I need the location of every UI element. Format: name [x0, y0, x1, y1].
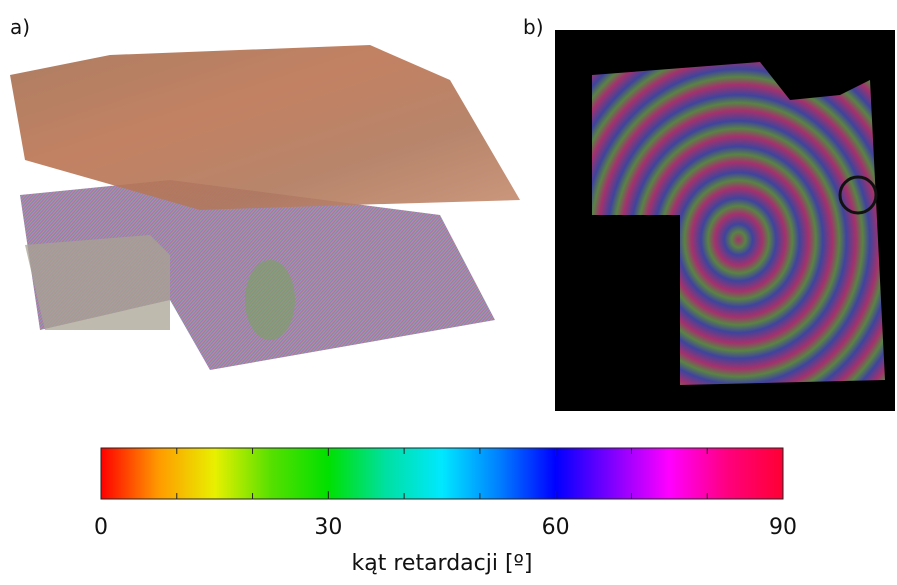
tick-label: 90 — [769, 515, 797, 540]
panel-b-image — [555, 30, 895, 411]
panel-a-image — [10, 45, 520, 370]
colorbar — [100, 447, 784, 500]
panel-label: a) — [10, 15, 30, 39]
colorbar-label: kąt retardacji [º] — [352, 551, 533, 576]
tick-label: 0 — [94, 515, 108, 540]
tick-label: 30 — [314, 515, 342, 540]
panel-label: b) — [523, 15, 544, 39]
tick-label: 60 — [542, 515, 570, 540]
